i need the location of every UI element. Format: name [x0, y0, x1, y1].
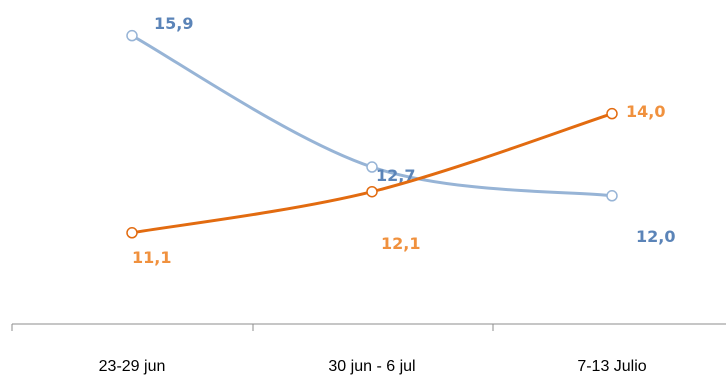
x-tick-label: 30 jun - 6 jul [328, 358, 415, 375]
series-1-point [606, 190, 618, 202]
series-2-line [131, 112, 613, 235]
series-2-point [126, 227, 138, 239]
series-1-point [126, 29, 138, 42]
series-2-point [606, 107, 618, 120]
series-1-data-label: 15,9 [154, 14, 193, 33]
series-2-data-label: 12,1 [381, 234, 420, 253]
x-axis: 23-29 jun 30 jun - 6 jul 7-13 Julio [11, 323, 726, 375]
series-1-point [366, 161, 378, 173]
series-1: 15,9 12,7 12,0 [126, 14, 675, 246]
series-2-point [366, 185, 378, 198]
x-tick-label: 7-13 Julio [577, 358, 646, 375]
series-1-data-label: 12,0 [636, 227, 675, 246]
x-tick-label: 23-29 jun [99, 358, 166, 375]
series-2: 11,1 12,1 14,0 [126, 102, 665, 267]
series-2-data-label: 11,1 [132, 248, 171, 267]
series-1-data-label: 12,7 [376, 166, 415, 185]
series-2-data-label: 14,0 [626, 102, 665, 121]
